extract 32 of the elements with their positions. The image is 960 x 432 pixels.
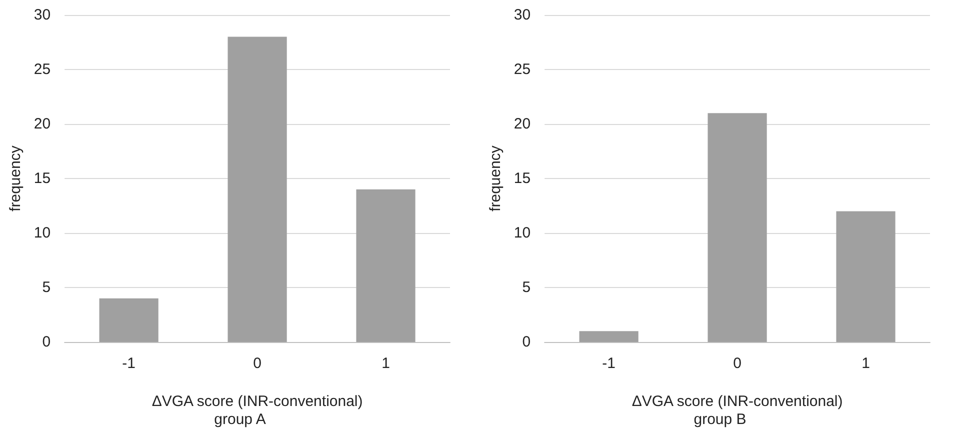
x-tick-label: 1 [382,355,390,372]
x-tick-label: 0 [733,355,742,372]
bar [228,36,287,342]
y-tick-label: 10 [34,224,51,242]
y-tick-label: 20 [514,116,531,132]
x-tick-label: 1 [862,355,870,372]
y-tick-label: 5 [42,279,51,296]
y-tick-label: 30 [34,6,51,24]
x-axis-title: ΔVGA score (INR-conventional) [632,393,843,410]
x-tick-label: -1 [122,355,136,372]
y-tick-label: 0 [42,334,51,350]
y-tick-label: 15 [514,170,531,187]
bar [708,113,767,342]
y-tick-label: 25 [514,61,531,78]
y-tick-label: 25 [34,61,51,78]
y-tick-label: 5 [522,279,531,296]
x-tick-label: -1 [602,355,616,372]
y-tick-label: 10 [514,224,531,242]
y-tick-label: 20 [34,116,51,132]
bar [99,298,158,342]
y-tick-label: 30 [514,6,531,24]
y-axis-title: frequency [7,145,24,212]
text: group A [214,411,266,428]
text: group B [694,411,746,428]
x-tick-label: 0 [253,355,262,372]
y-axis-title: frequency [487,145,504,212]
y-tick-label: 15 [34,170,51,187]
bar [356,189,416,342]
bar [579,331,638,342]
bar [836,211,896,342]
y-tick-label: 0 [522,334,531,350]
x-axis-title: ΔVGA score (INR-conventional) [152,393,363,410]
